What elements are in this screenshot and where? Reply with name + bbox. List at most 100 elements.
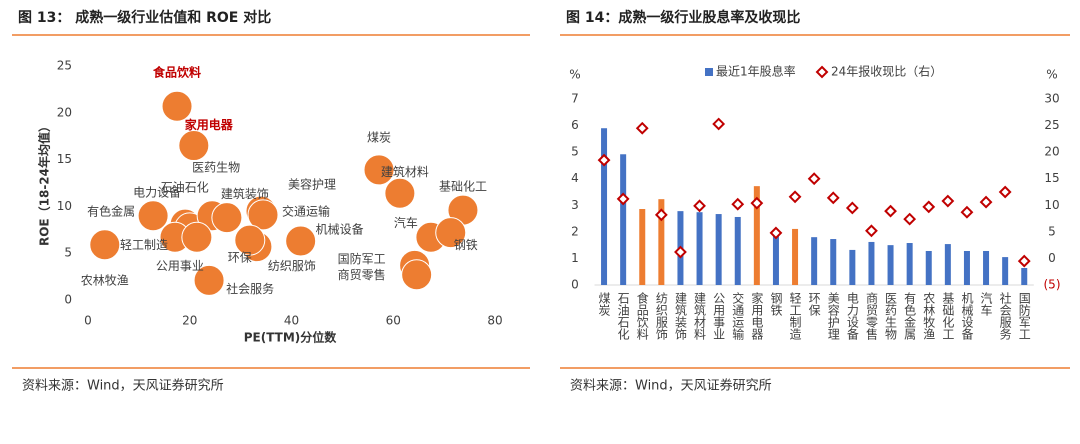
x-tick-label: 0 <box>84 314 92 328</box>
diamond-marker <box>979 195 993 209</box>
diamond-marker <box>845 201 859 215</box>
bubble <box>178 130 210 162</box>
bubble <box>401 259 433 291</box>
bar <box>1021 267 1028 285</box>
x-tick-label: 20 <box>182 314 197 328</box>
point-label: 钢铁 <box>454 238 478 252</box>
x-tick-label: 建筑装饰 <box>673 292 687 340</box>
y2-tick-label: 25 <box>1044 118 1059 132</box>
x-tick-label: 交通运输 <box>731 291 745 341</box>
bubble <box>89 229 121 261</box>
bar <box>696 212 703 285</box>
bar <box>944 244 951 285</box>
legend-label: 24年报收现比（右） <box>831 64 942 79</box>
y2-tick-label: 30 <box>1044 92 1059 106</box>
diamond-marker <box>903 212 917 226</box>
diamond-marker <box>731 197 745 211</box>
bar <box>887 245 894 285</box>
diamond-marker <box>616 192 630 206</box>
y2-tick-label: 20 <box>1044 145 1059 159</box>
y-tick-label: 1 <box>571 251 579 265</box>
point-label: 建筑装饰 <box>221 186 269 201</box>
x-tick-label: 40 <box>284 314 299 328</box>
x-tick-label: 煤炭 <box>597 292 611 317</box>
bar <box>906 243 913 285</box>
bubble <box>435 217 467 249</box>
bubble <box>234 224 266 256</box>
point-label: 有色金属 <box>87 203 135 218</box>
y-tick-label: 15 <box>57 152 72 166</box>
x-tick-label: 建筑材料 <box>693 292 707 340</box>
x-tick-label: 农林牧渔 <box>922 292 936 340</box>
bar <box>811 237 818 285</box>
y-tick-label: 5 <box>571 145 579 159</box>
x-tick-label: 钢铁 <box>769 292 783 316</box>
bubble <box>247 199 279 231</box>
y-tick-label: 4 <box>571 171 579 185</box>
x-tick-label: 有色金属 <box>903 292 917 341</box>
x-tick-label: 社会服务 <box>998 291 1012 340</box>
bar <box>639 209 646 285</box>
bar <box>792 228 799 285</box>
point-label: 食品饮料 <box>152 65 201 80</box>
chart-title: 图 13： 成熟一级行业估值和 ROE 对比 <box>18 9 271 26</box>
y-tick-label: 25 <box>57 59 72 73</box>
diamond-marker <box>597 153 611 167</box>
bubble <box>193 264 225 296</box>
bar <box>963 250 970 285</box>
y2-unit: % <box>1046 68 1057 82</box>
y2-tick-label: 5 <box>1048 224 1056 238</box>
bubble <box>161 90 193 122</box>
bar <box>1002 257 1009 285</box>
legend-label: 最近1年股息率 <box>716 64 796 79</box>
y-tick-label: 3 <box>571 198 579 212</box>
x-tick-label: 机械设备 <box>960 292 974 341</box>
point-label: 汽车 <box>394 215 418 230</box>
bubble <box>181 221 213 253</box>
point-label: 轻工制造 <box>120 238 168 252</box>
y2-tick-label: 10 <box>1044 198 1059 212</box>
diamond-marker <box>941 194 955 208</box>
chart-title: 图 14：成熟一级行业股息率及收现比 <box>566 9 800 26</box>
diamond-marker <box>750 196 764 210</box>
legend-swatch <box>705 68 713 76</box>
y-tick-label: 7 <box>571 92 579 106</box>
bubble <box>363 154 395 186</box>
point-label: 石油石化 <box>161 180 209 194</box>
source-note: 资料来源：Wind，天风证券研究所 <box>570 378 772 394</box>
bar <box>868 241 875 285</box>
x-tick-label: 轻工制造 <box>788 292 802 340</box>
diamond-marker <box>922 200 936 214</box>
x-tick-label: 家用电器 <box>750 291 764 341</box>
bar <box>715 214 722 285</box>
diamond-marker <box>693 199 706 213</box>
point-label: 家用电器 <box>185 117 234 132</box>
y2-tick-label: 0 <box>1048 251 1056 265</box>
diamond-marker <box>1017 254 1031 268</box>
bubble <box>137 200 169 232</box>
point-label: 交通运输 <box>282 203 330 218</box>
diamond-marker <box>826 191 840 205</box>
diamond-marker <box>788 190 802 204</box>
diamond-marker <box>635 121 649 135</box>
x-tick-label: 国防军工 <box>1017 292 1031 340</box>
y-unit: % <box>569 68 580 82</box>
y-tick-label: 20 <box>57 105 72 119</box>
point-label: 国防军工 <box>338 251 386 266</box>
x-tick-label: 纺织服饰 <box>654 292 668 340</box>
x-tick-label: 食品饮料 <box>635 291 649 340</box>
diamond-marker <box>674 245 687 259</box>
diamond-marker <box>865 224 878 238</box>
x-tick-label: 石油石化 <box>616 292 630 341</box>
bar <box>772 232 779 285</box>
diamond-marker <box>960 205 974 219</box>
x-tick-label: 80 <box>487 314 502 328</box>
x-tick-label: 基础化工 <box>941 292 955 340</box>
bar <box>830 239 837 285</box>
x-tick-label: 环保 <box>807 292 821 316</box>
y-tick-label: 10 <box>57 199 72 213</box>
point-label: 商贸零售 <box>338 267 386 282</box>
point-label: 基础化工 <box>439 180 487 194</box>
bar <box>620 154 627 285</box>
point-label: 公用事业 <box>156 259 204 273</box>
